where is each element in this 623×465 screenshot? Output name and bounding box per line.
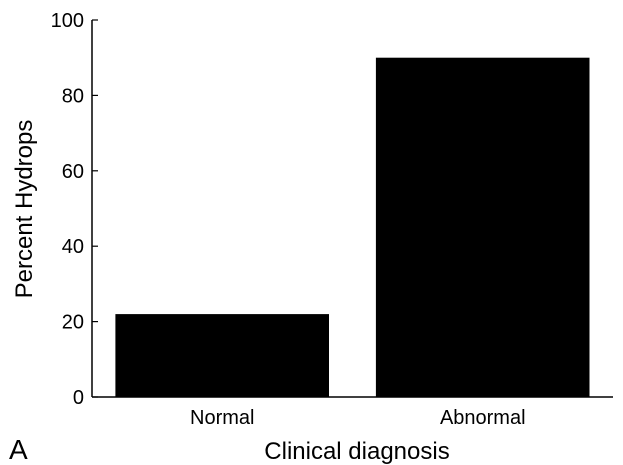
x-tick-label-abnormal: Abnormal [440,407,526,429]
bar-abnormal [375,57,590,397]
y-tick-label: 40 [62,236,84,258]
bar-normal [115,314,330,397]
y-tick-label: 0 [73,387,84,409]
y-tick-label: 60 [62,161,84,183]
y-tick-label: 100 [51,10,84,32]
y-axis-title: Percent Hydrops [11,120,38,299]
bars-group [115,57,590,397]
x-tick-label-normal: Normal [190,407,254,429]
y-tick-label: 80 [62,85,84,107]
y-axis: 0 20 40 60 80 100 [51,10,98,409]
y-tick-label: 20 [62,312,84,334]
x-axis-title: Clinical diagnosis [264,438,449,465]
panel-label: A [9,434,28,465]
x-axis: Normal Abnormal [92,392,613,429]
